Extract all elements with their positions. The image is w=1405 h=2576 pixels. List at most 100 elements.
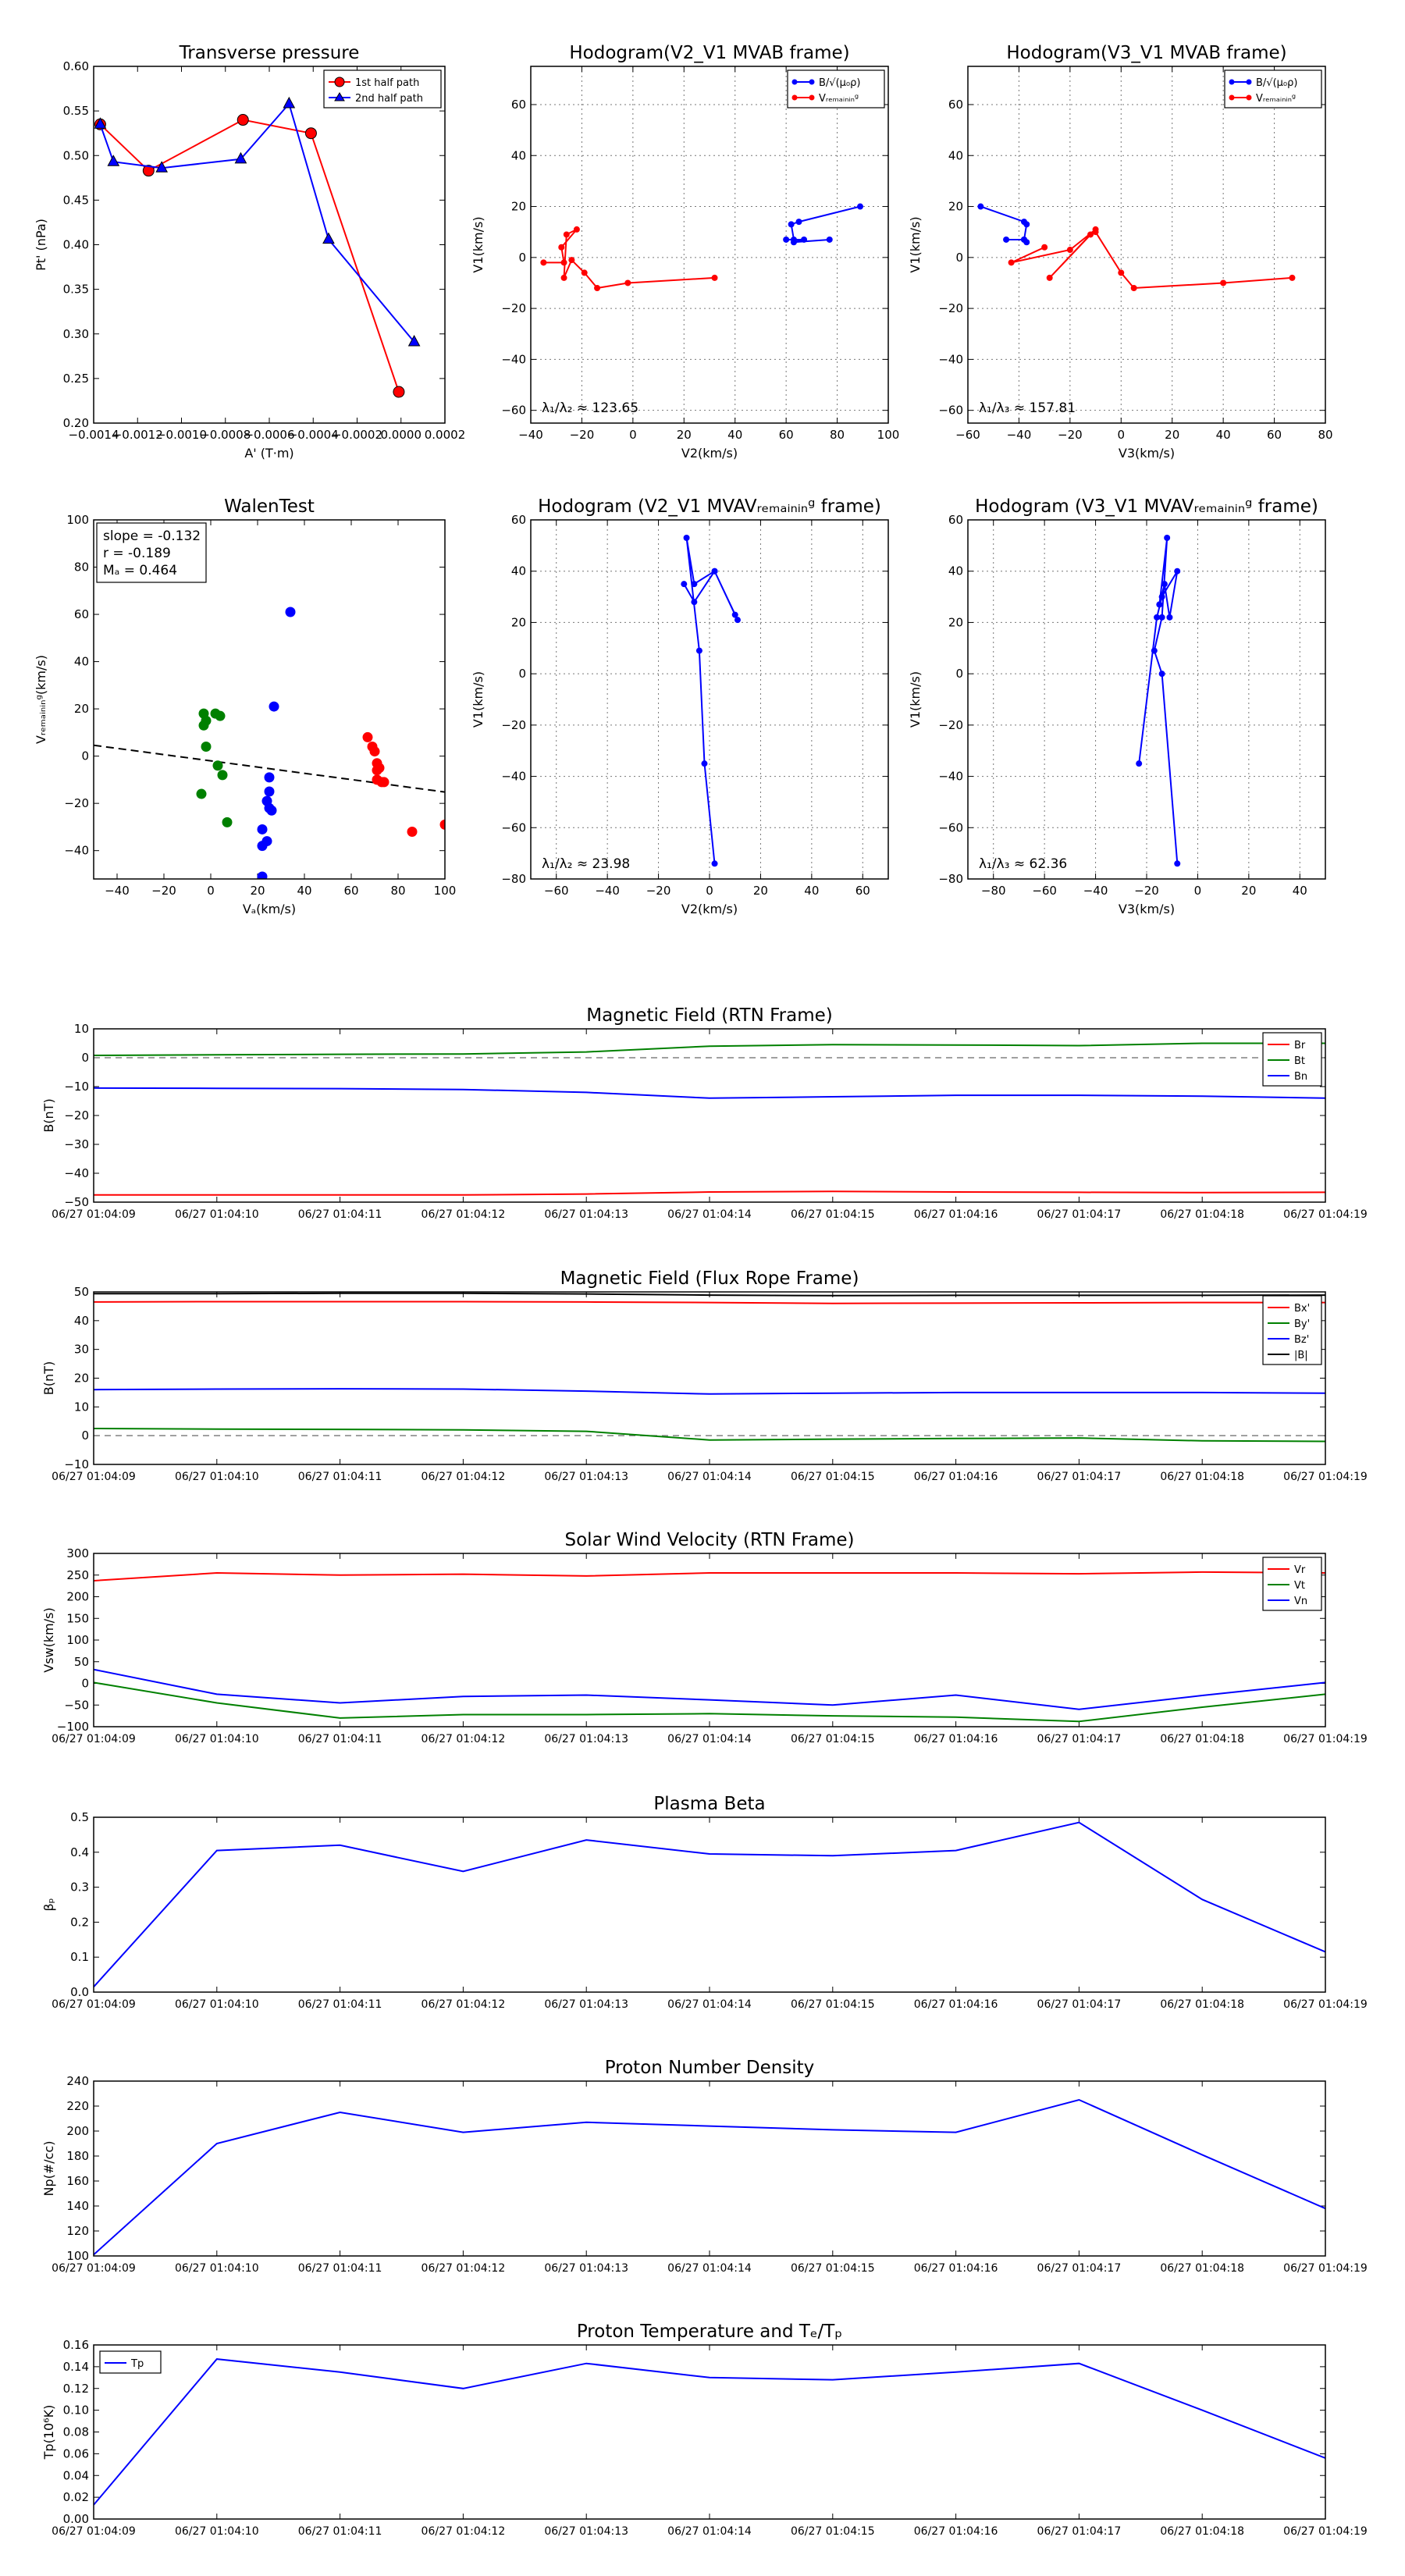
- y-axis-label: V1(km/s): [908, 216, 923, 272]
- y-tick-label: 20: [511, 200, 526, 214]
- legend-box: [787, 69, 885, 109]
- legend-label: B/√(μ₀ρ): [819, 77, 860, 89]
- data-point: [285, 607, 296, 617]
- y-tick-label: −40: [938, 352, 963, 366]
- x-axis-label: V2(km/s): [681, 446, 738, 461]
- legend-marker: [1229, 94, 1235, 101]
- legend-label: Tp: [130, 2358, 144, 2370]
- x-tick-label: −40: [105, 884, 130, 898]
- x-tick-label: 40: [727, 428, 742, 442]
- y-tick-label: 0.14: [63, 2360, 89, 2374]
- legend-marker: [1246, 79, 1252, 85]
- data-point: [142, 165, 155, 177]
- x-tick-label: 06/27 01:04:15: [791, 1471, 875, 1483]
- legend-marker: [1229, 79, 1235, 85]
- x-tick-label: 0: [629, 428, 637, 442]
- x-tick-label: −40: [518, 428, 543, 442]
- legend: B/√(μ₀ρ) Vᵣₑₘₐᵢₙᵢₙᵍ: [787, 69, 885, 109]
- ratio-annotation: λ₁/λ₂ ≈ 23.98: [542, 856, 630, 872]
- legend: Br Bt Bn: [1262, 1032, 1322, 1087]
- y-tick-label: −40: [64, 1166, 89, 1180]
- x-tick-label: 0.0002: [425, 428, 466, 442]
- x-tick-label: 100: [434, 884, 457, 898]
- y-tick-label: −80: [501, 872, 526, 886]
- x-tick-label: 100: [877, 428, 900, 442]
- x-tick-label: −60: [1032, 884, 1057, 898]
- x-tick-label: 06/27 01:04:13: [544, 1208, 628, 1221]
- data-point: [568, 257, 575, 264]
- y-tick-label: 100: [66, 2249, 89, 2263]
- x-tick-label: −60: [955, 428, 980, 442]
- y-tick-label: 0: [81, 1677, 89, 1691]
- x-tick-label: 06/27 01:04:15: [791, 2525, 875, 2538]
- y-tick-label: 200: [66, 1590, 89, 1604]
- data-point: [594, 284, 601, 291]
- data-point: [1220, 279, 1227, 286]
- data-point: [795, 219, 802, 226]
- data-point: [217, 770, 228, 781]
- y-tick-label: 100: [66, 1633, 89, 1647]
- fit-line: [94, 744, 445, 793]
- y-tick-label: 40: [948, 564, 963, 578]
- data-point: [731, 611, 738, 618]
- data-layer: [94, 1571, 1325, 1723]
- x-tick-label: 06/27 01:04:18: [1160, 1471, 1244, 1483]
- x-tick-label: 06/27 01:04:15: [791, 1998, 875, 2011]
- x-tick-label: 20: [677, 428, 692, 442]
- x-tick-label: −20: [1134, 884, 1159, 898]
- y-tick-label: 200: [66, 2124, 89, 2138]
- y-axis-label: V1(km/s): [471, 216, 486, 272]
- y-tick-label: −100: [57, 1720, 89, 1734]
- chart-title: Hodogram (V2_V1 MVAVᵣₑₘₐᵢₙᵢₙᵍ frame): [538, 496, 881, 517]
- x-tick-label: −20: [151, 884, 176, 898]
- plot-frame: [967, 66, 1326, 424]
- x-tick-label: 06/27 01:04:14: [667, 2262, 752, 2275]
- y-tick-label: 20: [74, 1372, 89, 1386]
- data-point: [257, 841, 268, 852]
- data-point: [94, 117, 107, 129]
- y-axis-label: B(nT): [41, 1361, 56, 1395]
- y-tick-label: −20: [501, 301, 526, 315]
- chart-title: Hodogram(V3_V1 MVAB frame): [1006, 43, 1286, 63]
- data-point: [790, 239, 797, 246]
- y-tick-label: 0.20: [63, 416, 89, 430]
- ratio-annotation: λ₁/λ₂ ≈ 123.65: [542, 400, 638, 416]
- plot-frame: [93, 2344, 1326, 2520]
- x-tick-label: 06/27 01:04:10: [175, 1998, 259, 2011]
- chart-title: Solar Wind Velocity (RTN Frame): [564, 1530, 854, 1550]
- y-tick-label: 40: [948, 148, 963, 162]
- x-tick-label: 0.0000: [381, 428, 422, 442]
- y-tick-label: 0.00: [63, 2512, 89, 2526]
- series-line-Vr: [94, 1571, 1325, 1582]
- ratio-annotation: λ₁/λ₃ ≈ 157.81: [979, 400, 1076, 416]
- y-tick-label: −60: [938, 404, 963, 418]
- y-tick-label: 0: [518, 251, 526, 265]
- y-axis-label: B(nT): [41, 1098, 56, 1132]
- y-tick-label: 10: [74, 1022, 89, 1036]
- y-tick-label: 120: [66, 2224, 89, 2238]
- x-tick-label: 40: [1293, 884, 1307, 898]
- series-line-beta: [94, 1821, 1325, 1987]
- data-point: [1174, 568, 1181, 575]
- data-point: [560, 274, 567, 281]
- data-point: [711, 568, 718, 575]
- y-tick-label: 60: [74, 607, 89, 621]
- chart-h1: −40 −20 0 20 40 60 80 100 −60 −40 −20 0 20 40 60 Hodogr…: [471, 43, 899, 461]
- series-line-Bn: [94, 1087, 1325, 1099]
- y-tick-label: 40: [511, 148, 526, 162]
- x-tick-label: 06/27 01:04:11: [298, 1208, 382, 1221]
- x-tick-label: 06/27 01:04:17: [1037, 1471, 1122, 1483]
- x-tick-label: 06/27 01:04:17: [1037, 2525, 1122, 2538]
- y-tick-label: 0.1: [70, 1950, 89, 1964]
- x-tick-label: −0.0004: [288, 428, 339, 442]
- y-tick-label: 60: [511, 98, 526, 112]
- chart-tp2: 06/27 01:04:09 06/27 01:04:10 06/27 01:04:…: [41, 2322, 1368, 2538]
- x-tick-label: 06/27 01:04:15: [791, 1733, 875, 1745]
- y-axis-label: βₚ: [41, 1898, 56, 1911]
- y-tick-label: 100: [66, 513, 89, 527]
- x-axis-label: V2(km/s): [681, 902, 738, 916]
- legend-label: Vr: [1294, 1564, 1306, 1576]
- y-tick-label: 0.45: [63, 193, 89, 207]
- y-axis-label: Vᵣₑₘₐᵢₙᵢₙᵍ(km/s): [34, 655, 48, 744]
- x-tick-label: 0: [1118, 428, 1126, 442]
